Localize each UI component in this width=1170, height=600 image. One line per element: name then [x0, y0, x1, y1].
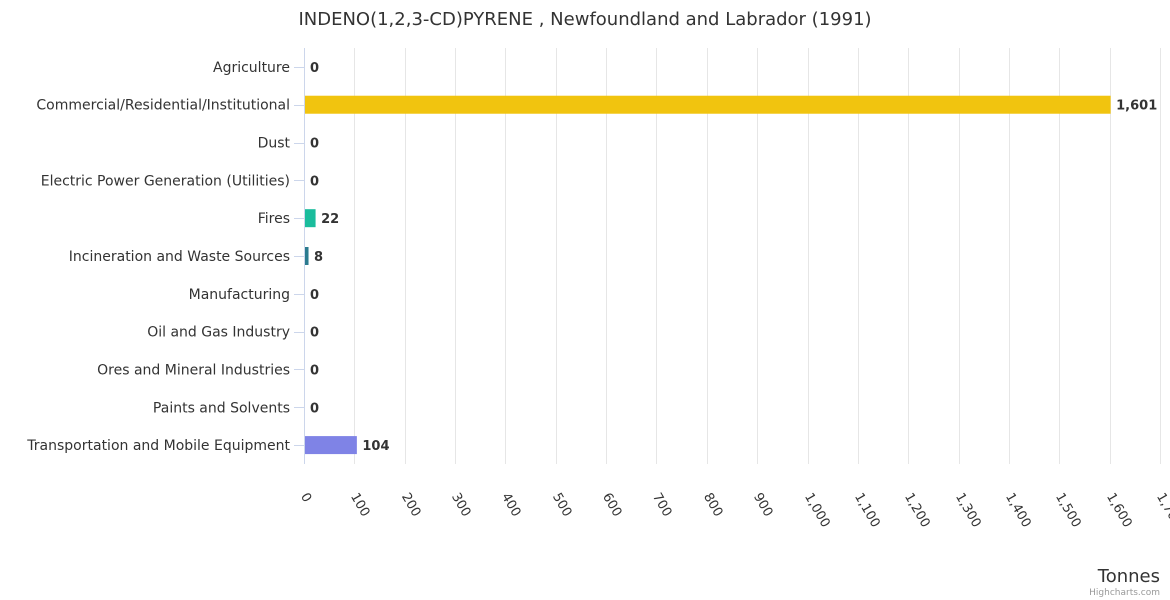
x-tick-label: 400 — [498, 491, 523, 520]
data-label: 22 — [321, 212, 339, 227]
data-label: 0 — [310, 288, 319, 303]
data-label: 0 — [310, 137, 319, 152]
x-tick-label: 1,100 — [851, 491, 883, 531]
credits-link[interactable]: Highcharts.com — [1089, 588, 1160, 598]
category-label: Paints and Solvents — [153, 400, 290, 416]
chart-title: INDENO(1,2,3-CD)PYRENE , Newfoundland an… — [298, 9, 871, 30]
category-label: Fires — [258, 211, 290, 227]
x-tick-label: 1,700 — [1153, 491, 1170, 531]
grid-lines — [304, 48, 1161, 464]
category-label: Incineration and Waste Sources — [69, 249, 290, 265]
x-tick-label: 500 — [549, 491, 574, 520]
x-tick-label: 1,400 — [1002, 491, 1034, 531]
x-axis-title: Tonnes — [1097, 566, 1160, 587]
data-label: 104 — [362, 439, 389, 454]
data-label: 8 — [314, 250, 323, 265]
x-tick-label: 1,300 — [952, 491, 984, 531]
data-labels: 0 1,601 0 0 22 8 0 0 0 0 104 — [310, 61, 1157, 454]
category-label: Transportation and Mobile Equipment — [26, 438, 290, 454]
category-axis: Agriculture Commercial/Residential/Instit… — [26, 48, 305, 464]
data-label: 0 — [310, 401, 319, 416]
category-label: Commercial/Residential/Institutional — [36, 98, 290, 114]
category-label: Agriculture — [213, 60, 290, 76]
x-tick-label: 600 — [599, 491, 624, 520]
data-label: 0 — [310, 363, 319, 378]
x-tick-label: 700 — [649, 491, 674, 520]
x-tick-label: 900 — [750, 491, 775, 520]
category-label: Manufacturing — [189, 287, 290, 303]
x-tick-label: 1,600 — [1103, 491, 1135, 531]
bar[interactable] — [304, 95, 1111, 114]
bar[interactable] — [304, 436, 357, 455]
x-tick-label: 1,200 — [901, 491, 933, 531]
x-tick-label: 300 — [448, 491, 473, 520]
value-axis: 0 100 200 300 400 500 600 700 800 900 1,000 1,100 1,… — [297, 491, 1170, 531]
bar[interactable] — [304, 247, 309, 265]
x-tick-label: 200 — [398, 491, 423, 520]
bar-series — [304, 95, 1111, 455]
data-label: 0 — [310, 326, 319, 341]
x-tick-label: 100 — [347, 491, 372, 520]
bar[interactable] — [304, 209, 316, 228]
category-label: Electric Power Generation (Utilities) — [41, 173, 290, 189]
x-tick-label: 800 — [700, 491, 725, 520]
category-label: Dust — [258, 136, 291, 152]
category-label: Ores and Mineral Industries — [97, 362, 290, 378]
x-tick-label: 1,500 — [1052, 491, 1084, 531]
x-tick-label: 0 — [297, 491, 314, 506]
data-label: 1,601 — [1116, 99, 1157, 114]
category-label: Oil and Gas Industry — [147, 325, 290, 341]
data-label: 0 — [310, 174, 319, 189]
x-tick-label: 1,000 — [801, 491, 833, 531]
data-label: 0 — [310, 61, 319, 76]
